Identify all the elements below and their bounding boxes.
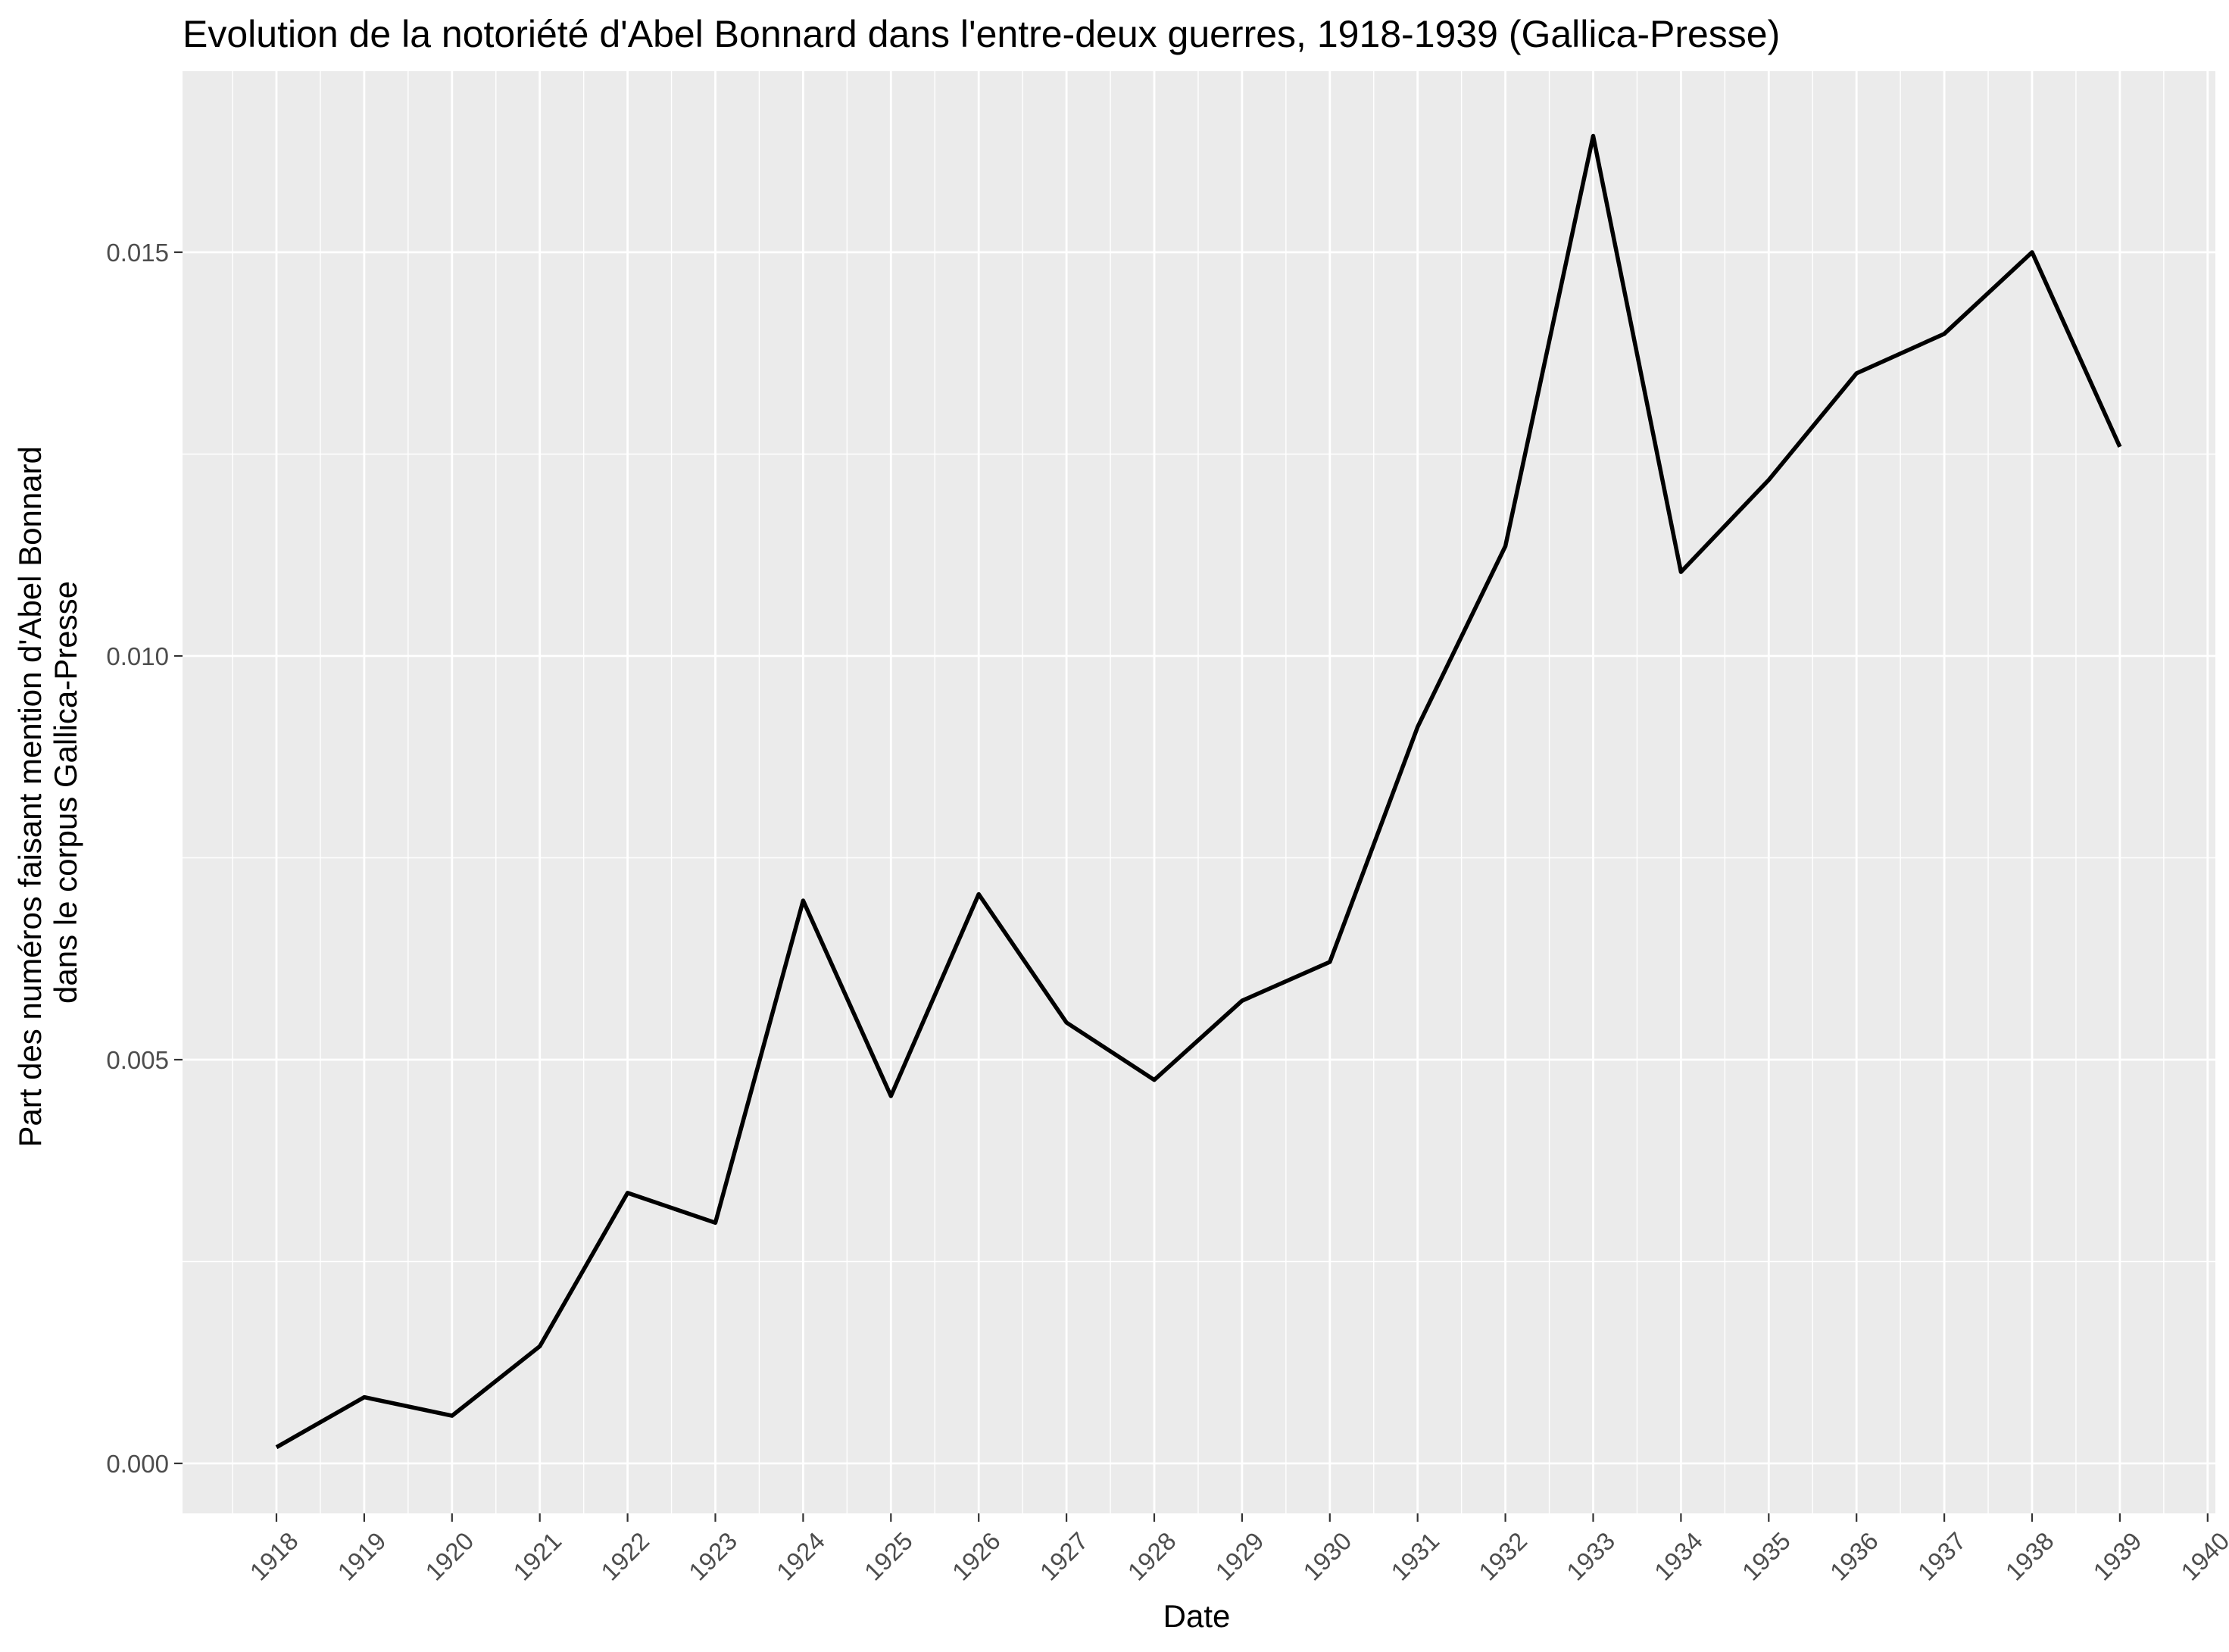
y-tick-label: 0.015 [106, 239, 169, 267]
x-tick-label: 1919 [332, 1526, 391, 1585]
x-tick-label: 1936 [1825, 1526, 1884, 1585]
x-axis-title: Date [1163, 1598, 1231, 1634]
grid-major-y [183, 251, 2215, 1465]
series-line-0 [275, 133, 2122, 1450]
x-tick-label: 1932 [1473, 1526, 1532, 1585]
plot-panel [183, 71, 2215, 1513]
x-tick-label: 1933 [1561, 1526, 1620, 1585]
y-tick-label: 0.010 [106, 642, 169, 670]
grid-minor-y [183, 453, 2215, 1263]
x-tick-label: 1937 [1912, 1526, 1971, 1585]
chart-title: Evolution de la notoriété d'Abel Bonnard… [183, 13, 1780, 55]
x-tick-label: 1920 [420, 1526, 479, 1585]
x-tick-label: 1922 [595, 1526, 654, 1585]
x-tick-label: 1938 [2000, 1526, 2059, 1585]
x-tick-label: 1939 [2087, 1526, 2146, 1585]
x-tick-label: 1940 [2175, 1526, 2229, 1585]
x-tick-label: 1934 [1649, 1526, 1708, 1585]
y-axis-title-line-2: dans le corpus Gallica-Presse [48, 581, 83, 1004]
x-tick-label: 1929 [1210, 1526, 1269, 1585]
y-axis-title-line-1: Part des numéros faisant mention d'Abel … [12, 446, 48, 1148]
y-axis-title: Part des numéros faisant mention d'Abel … [12, 437, 83, 1147]
x-tick-label: 1935 [1737, 1526, 1796, 1585]
x-tick-label: 1931 [1385, 1526, 1444, 1585]
y-tick-label: 0.005 [106, 1046, 169, 1074]
y-axis-ticks: 0.000 0.005 0.010 0.015 [106, 239, 183, 1478]
grid-minor-x [232, 71, 2165, 1513]
series-layer [275, 133, 2122, 1450]
x-tick-label: 1921 [507, 1526, 567, 1585]
x-tick-label: 1927 [1035, 1526, 1094, 1585]
y-tick-label: 0.000 [106, 1450, 169, 1478]
x-tick-label: 1930 [1297, 1526, 1356, 1585]
grid-major-x [275, 71, 2209, 1513]
x-tick-label: 1926 [947, 1526, 1006, 1585]
x-axis-ticks: 1918 1919 1920 1921 1922 1923 1924 1925 1926 1927… [245, 1513, 2229, 1586]
x-tick-label: 1925 [859, 1526, 918, 1585]
x-tick-label: 1928 [1122, 1526, 1182, 1585]
x-tick-label: 1918 [245, 1526, 304, 1585]
x-tick-label: 1924 [771, 1526, 830, 1585]
x-tick-label: 1923 [683, 1526, 742, 1585]
